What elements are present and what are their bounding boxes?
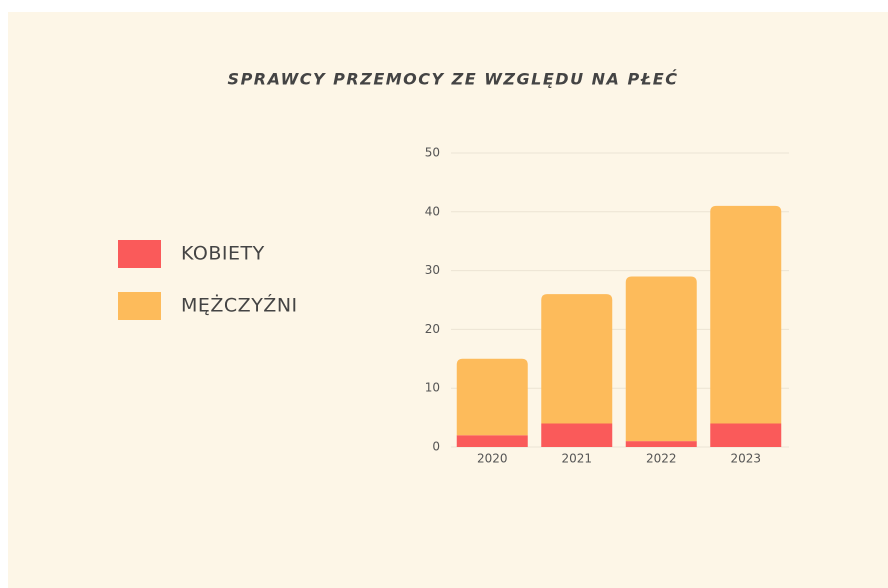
y-tick-label: 40 bbox=[425, 204, 440, 218]
y-tick-label: 50 bbox=[425, 146, 440, 160]
y-tick-label: 0 bbox=[432, 440, 440, 454]
bar-segment bbox=[456, 435, 528, 447]
legend-swatch bbox=[118, 292, 161, 320]
bar-segment bbox=[456, 358, 528, 436]
bar-segment bbox=[541, 423, 613, 447]
bar-segment bbox=[710, 205, 782, 424]
legend-label: KOBIETY bbox=[181, 243, 265, 265]
y-tick-label: 30 bbox=[425, 263, 440, 277]
bar-segment bbox=[541, 294, 613, 424]
x-tick-label: 2023 bbox=[730, 452, 761, 466]
bar-segment bbox=[625, 441, 697, 447]
y-tick-label: 20 bbox=[425, 322, 440, 336]
x-tick-label: 2021 bbox=[561, 452, 592, 466]
chart-title: SPRAWCY PRZEMOCY ZE WZGLĘDU NA PŁEĆ bbox=[228, 70, 679, 89]
x-tick-label: 2020 bbox=[477, 452, 508, 466]
legend-swatch bbox=[118, 240, 161, 268]
legend-label: MĘŻCZYŹNI bbox=[181, 294, 298, 317]
bar-segment bbox=[625, 276, 697, 442]
y-tick-label: 10 bbox=[425, 381, 440, 395]
bar-segment bbox=[710, 423, 782, 447]
x-tick-label: 2022 bbox=[646, 452, 677, 466]
